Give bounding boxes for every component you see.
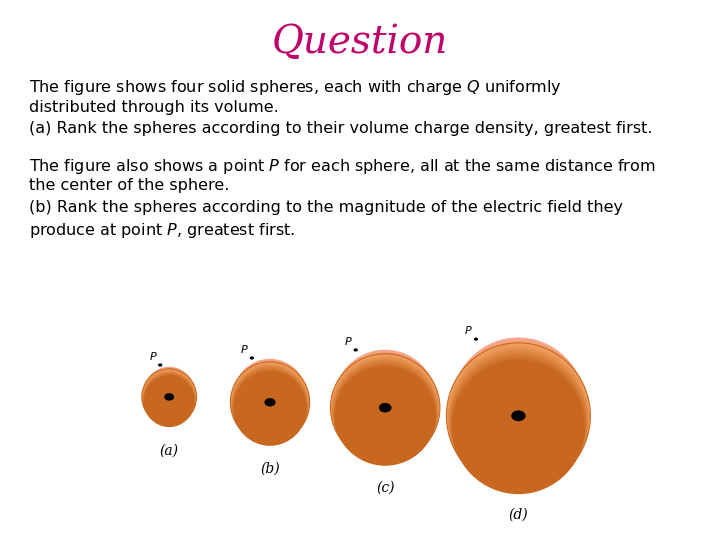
- Ellipse shape: [449, 340, 588, 481]
- Ellipse shape: [233, 368, 307, 445]
- Ellipse shape: [144, 367, 194, 418]
- Ellipse shape: [450, 340, 587, 478]
- Circle shape: [264, 398, 276, 407]
- Text: (c): (c): [376, 481, 395, 495]
- Ellipse shape: [448, 341, 589, 484]
- Text: The figure shows four solid spheres, each with charge $Q$ uniformly: The figure shows four solid spheres, eac…: [29, 78, 562, 97]
- Text: The figure also shows a point $P$ for each sphere, all at the same distance from: The figure also shows a point $P$ for ea…: [29, 157, 655, 176]
- Ellipse shape: [232, 366, 308, 444]
- Ellipse shape: [451, 339, 586, 475]
- Ellipse shape: [447, 342, 590, 487]
- Ellipse shape: [231, 361, 309, 440]
- Text: Question: Question: [272, 24, 448, 62]
- Ellipse shape: [334, 350, 436, 452]
- Text: $P$: $P$: [240, 343, 249, 355]
- Text: $P$: $P$: [344, 335, 353, 347]
- Ellipse shape: [451, 356, 586, 493]
- Ellipse shape: [233, 359, 307, 434]
- Ellipse shape: [333, 352, 438, 456]
- Text: $P$: $P$: [464, 325, 473, 336]
- Ellipse shape: [448, 347, 589, 490]
- Ellipse shape: [333, 351, 437, 454]
- Text: (b): (b): [260, 462, 280, 476]
- Ellipse shape: [331, 355, 439, 462]
- Circle shape: [379, 403, 392, 413]
- Circle shape: [511, 410, 526, 421]
- Ellipse shape: [333, 359, 438, 463]
- Ellipse shape: [231, 364, 309, 444]
- Ellipse shape: [233, 371, 307, 446]
- Ellipse shape: [447, 345, 590, 489]
- Ellipse shape: [143, 368, 195, 421]
- Text: the center of the sphere.: the center of the sphere.: [29, 178, 229, 193]
- Ellipse shape: [233, 359, 307, 435]
- Ellipse shape: [332, 353, 438, 458]
- Ellipse shape: [143, 374, 195, 427]
- Ellipse shape: [335, 350, 436, 449]
- Text: (d): (d): [508, 508, 528, 522]
- Ellipse shape: [143, 372, 196, 426]
- Text: (b) Rank the spheres according to the magnitude of the electric field they: (b) Rank the spheres according to the ma…: [29, 200, 623, 215]
- Ellipse shape: [230, 361, 310, 442]
- Ellipse shape: [450, 353, 587, 492]
- Ellipse shape: [332, 357, 438, 463]
- Circle shape: [474, 338, 478, 341]
- Ellipse shape: [232, 360, 308, 438]
- Ellipse shape: [452, 359, 585, 494]
- Ellipse shape: [331, 353, 439, 461]
- Ellipse shape: [233, 360, 307, 437]
- Ellipse shape: [143, 370, 196, 426]
- Circle shape: [250, 356, 254, 360]
- Text: produce at point $P$, greatest first.: produce at point $P$, greatest first.: [29, 221, 295, 240]
- Circle shape: [158, 363, 163, 367]
- Ellipse shape: [233, 369, 307, 445]
- Ellipse shape: [230, 363, 310, 443]
- Ellipse shape: [143, 373, 195, 426]
- Ellipse shape: [333, 361, 437, 464]
- Ellipse shape: [452, 338, 585, 472]
- Text: (a) Rank the spheres according to their volume charge density, greatest first.: (a) Rank the spheres according to their …: [29, 122, 652, 137]
- Text: distributed through its volume.: distributed through its volume.: [29, 100, 279, 115]
- Circle shape: [164, 393, 174, 401]
- Ellipse shape: [144, 375, 194, 427]
- Text: $P$: $P$: [148, 350, 158, 362]
- Circle shape: [354, 348, 358, 352]
- Ellipse shape: [143, 368, 196, 423]
- Ellipse shape: [143, 368, 196, 422]
- Ellipse shape: [143, 367, 195, 420]
- Ellipse shape: [335, 366, 436, 465]
- Ellipse shape: [142, 369, 197, 424]
- Ellipse shape: [449, 350, 588, 491]
- Ellipse shape: [334, 363, 436, 465]
- Ellipse shape: [142, 369, 197, 425]
- Text: (a): (a): [160, 444, 179, 458]
